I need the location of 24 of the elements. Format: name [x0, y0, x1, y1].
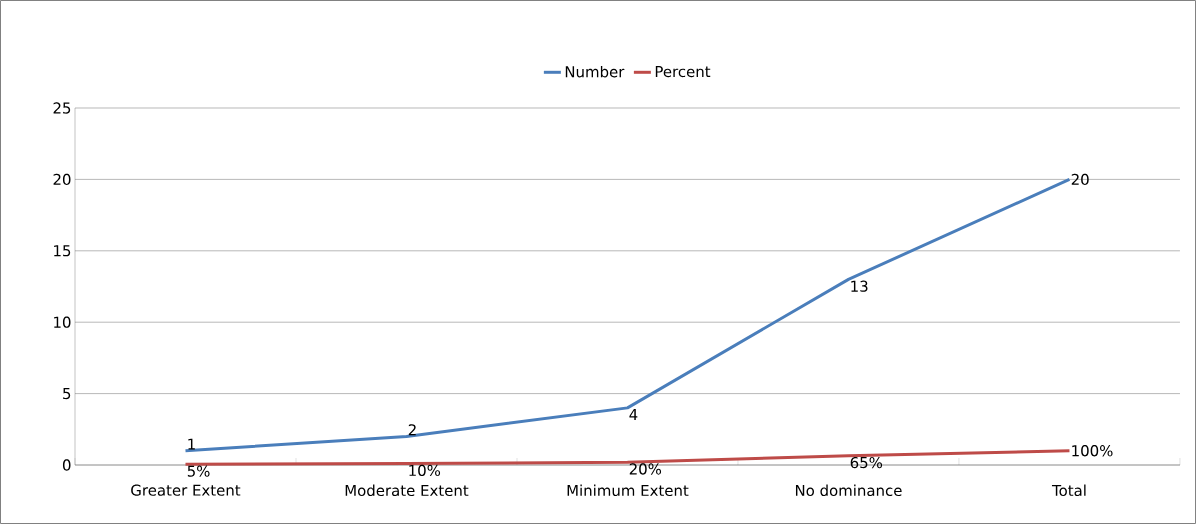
y-tick-label: 10	[54, 316, 71, 328]
y-tick-label: 5	[63, 388, 71, 400]
data-label: 20	[1071, 173, 1089, 186]
data-label: 10%	[409, 464, 441, 477]
x-tick-label: Moderate Extent	[345, 484, 469, 497]
y-tick-label: 25	[53, 102, 71, 114]
y-tick-label: 15	[54, 245, 71, 257]
y-tick-label: 0	[62, 459, 71, 471]
data-label: 2	[408, 424, 416, 436]
x-tick-label: No dominance	[795, 484, 902, 497]
data-label: 5%	[187, 465, 210, 477]
x-tick-label: Greater Extent	[131, 484, 241, 496]
x-tick-label: Minimum Extent	[567, 484, 689, 497]
data-label: 1	[188, 438, 195, 450]
legend-label: Number	[565, 65, 625, 78]
y-tick-label: 20	[53, 173, 71, 186]
legend-label: Percent	[655, 66, 711, 78]
line-series	[184, 177, 1071, 453]
data-label: 100%	[1072, 445, 1113, 457]
data-label: 65%	[850, 456, 883, 469]
data-label: 4	[629, 409, 638, 420]
data-label: 13	[851, 280, 868, 292]
x-tick-label: Total	[1051, 484, 1086, 497]
data-label: 20%	[629, 463, 662, 475]
